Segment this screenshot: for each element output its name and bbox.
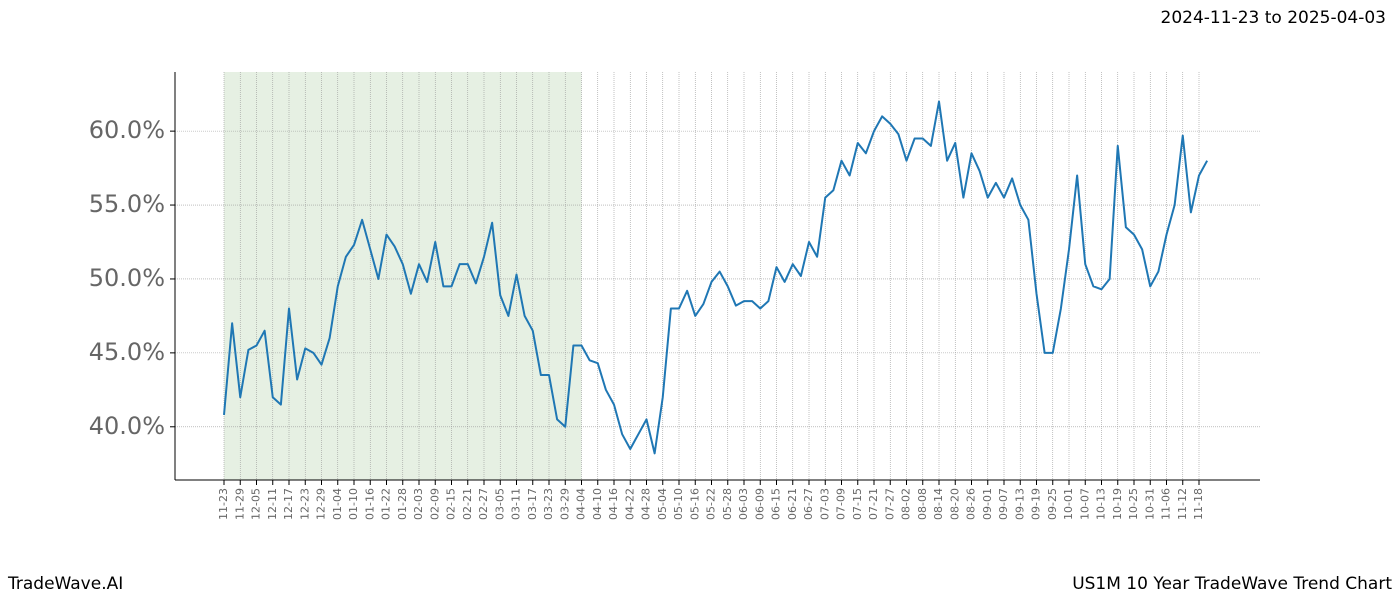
x-tick-label: 04-22 bbox=[623, 488, 636, 520]
x-tick-label: 05-04 bbox=[656, 488, 669, 520]
x-tick-label: 02-03 bbox=[412, 488, 425, 520]
x-tick-label: 11-12 bbox=[1176, 488, 1189, 520]
x-tick-label: 03-11 bbox=[510, 488, 523, 520]
footer-right: US1M 10 Year TradeWave Trend Chart bbox=[1072, 574, 1392, 594]
x-tick-label: 10-07 bbox=[1078, 488, 1091, 520]
x-tick-label: 10-19 bbox=[1111, 488, 1124, 520]
y-tick-label: 40.0% bbox=[89, 412, 165, 440]
x-tick-label: 04-10 bbox=[591, 488, 604, 520]
x-tick-label: 07-21 bbox=[867, 488, 880, 520]
x-tick-label: 11-23 bbox=[217, 488, 230, 520]
chart-title: 2024-11-23 to 2025-04-03 bbox=[1161, 8, 1386, 28]
x-tick-label: 09-01 bbox=[981, 488, 994, 520]
x-tick-label: 09-25 bbox=[1046, 488, 1059, 520]
x-tick-label: 09-07 bbox=[997, 488, 1010, 520]
x-tick-label: 07-15 bbox=[851, 488, 864, 520]
x-tick-label: 12-23 bbox=[298, 488, 311, 520]
x-tick-label: 08-02 bbox=[900, 488, 913, 520]
x-tick-label: 02-09 bbox=[428, 488, 441, 520]
x-tick-label: 02-15 bbox=[445, 488, 458, 520]
y-tick-label: 55.0% bbox=[89, 190, 165, 218]
x-tick-label: 06-27 bbox=[802, 488, 815, 520]
x-tick-label: 10-31 bbox=[1143, 488, 1156, 520]
x-tick-label: 08-08 bbox=[916, 488, 929, 520]
x-tick-label: 05-16 bbox=[688, 488, 701, 520]
x-tick-label: 10-01 bbox=[1062, 488, 1075, 520]
x-tick-label: 12-05 bbox=[250, 488, 263, 520]
x-tick-label: 07-27 bbox=[883, 488, 896, 520]
x-tick-label: 12-29 bbox=[315, 488, 328, 520]
x-tick-label: 06-09 bbox=[753, 488, 766, 520]
x-tick-label: 05-22 bbox=[705, 488, 718, 520]
x-tick-label: 08-20 bbox=[948, 488, 961, 520]
footer-left: TradeWave.AI bbox=[8, 574, 124, 594]
x-tick-label: 04-16 bbox=[607, 488, 620, 520]
x-tick-label: 03-29 bbox=[558, 488, 571, 520]
x-tick-label: 04-04 bbox=[575, 488, 588, 520]
x-tick-label: 08-14 bbox=[932, 488, 945, 520]
x-tick-label: 01-10 bbox=[347, 488, 360, 520]
x-tick-label: 03-23 bbox=[542, 488, 555, 520]
x-tick-label: 12-11 bbox=[266, 488, 279, 520]
x-tick-label: 03-05 bbox=[493, 488, 506, 520]
x-tick-label: 11-29 bbox=[233, 488, 246, 520]
x-tick-label: 12-17 bbox=[282, 488, 295, 520]
x-tick-label: 01-22 bbox=[380, 488, 393, 520]
y-tick-label: 50.0% bbox=[89, 264, 165, 292]
x-tick-label: 10-13 bbox=[1095, 488, 1108, 520]
x-tick-label: 11-06 bbox=[1160, 488, 1173, 520]
x-tick-label: 06-15 bbox=[770, 488, 783, 520]
x-tick-label: 09-13 bbox=[1013, 488, 1026, 520]
x-tick-label: 05-10 bbox=[672, 488, 685, 520]
x-tick-label: 08-26 bbox=[965, 488, 978, 520]
data-line bbox=[223, 100, 1209, 455]
x-tick-label: 06-21 bbox=[786, 488, 799, 520]
x-tick-label: 09-19 bbox=[1030, 488, 1043, 520]
x-tick-label: 03-17 bbox=[526, 488, 539, 520]
x-tick-label: 01-04 bbox=[331, 488, 344, 520]
x-tick-label: 05-28 bbox=[721, 488, 734, 520]
x-tick-label: 04-28 bbox=[640, 488, 653, 520]
x-tick-label: 07-03 bbox=[818, 488, 831, 520]
x-tick-label: 10-25 bbox=[1127, 488, 1140, 520]
x-tick-label: 11-18 bbox=[1192, 488, 1205, 520]
x-tick-label: 01-28 bbox=[396, 488, 409, 520]
y-tick-label: 60.0% bbox=[89, 116, 165, 144]
x-tick-label: 01-16 bbox=[363, 488, 376, 520]
x-tick-label: 02-27 bbox=[477, 488, 490, 520]
x-tick-label: 06-03 bbox=[737, 488, 750, 520]
x-tick-label: 07-09 bbox=[835, 488, 848, 520]
x-tick-label: 02-21 bbox=[461, 488, 474, 520]
y-tick-label: 45.0% bbox=[89, 338, 165, 366]
